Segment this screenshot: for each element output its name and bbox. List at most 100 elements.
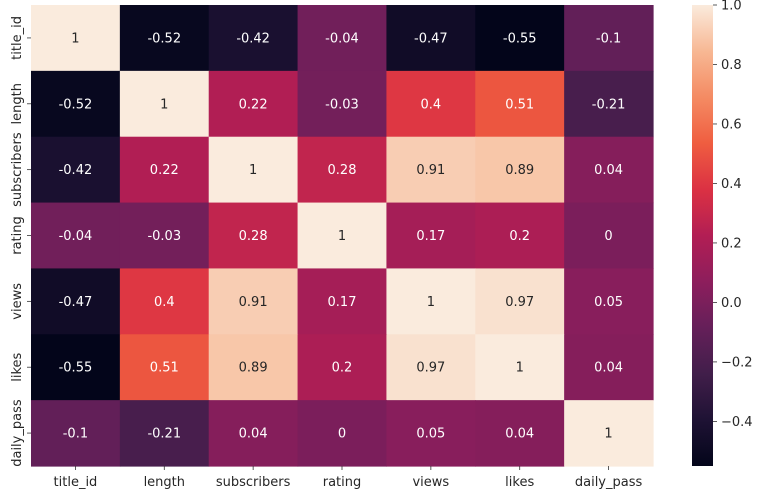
cell-value-label: 0.91 (239, 295, 268, 310)
cell-value-label: 0.04 (594, 361, 623, 376)
x-tick-label: daily_pass (575, 475, 643, 490)
cell-value-label: 1 (604, 427, 612, 442)
y-tick-label: views (10, 283, 25, 320)
colorbar-tick-label: 0.4 (721, 177, 742, 192)
cell-value-label: -0.03 (325, 97, 359, 112)
heatmap-cell (208, 5, 299, 72)
heatmap-cell (386, 136, 476, 204)
heatmap-cell (119, 400, 210, 467)
heatmap-cell (31, 334, 121, 401)
heatmap-cell (297, 70, 388, 138)
heatmap-cell (119, 202, 210, 270)
heatmap-cell (119, 334, 210, 401)
x-tick-label: subscribers (216, 475, 291, 490)
heatmap-cell (564, 400, 654, 467)
cell-value-label: 1 (160, 97, 168, 112)
cell-value-label: 0 (604, 229, 612, 244)
y-tick-label: title_id (10, 16, 25, 60)
x-tick-label: title_id (54, 475, 98, 490)
cell-value-label: 0.05 (416, 427, 445, 442)
heatmap-cell (297, 202, 388, 270)
colorbar-tick-label: 0.0 (721, 296, 742, 311)
cell-value-label: 0.51 (505, 97, 534, 112)
colorbar-tick-label: −0.2 (721, 355, 753, 370)
cell-value-label: -0.1 (596, 31, 621, 46)
colorbar-tick-label: 0.6 (721, 117, 742, 132)
heatmap-cell (208, 136, 299, 204)
heatmap-cell (475, 400, 565, 467)
heatmap-cell (386, 400, 476, 467)
cell-value-label: 0.04 (239, 427, 268, 442)
colorbar-tick-label: 0.2 (721, 236, 742, 251)
heatmap-cell (297, 334, 388, 401)
cell-value-label: 0.4 (154, 295, 175, 310)
heatmap-cell (386, 268, 476, 335)
heatmap-cell (208, 70, 299, 138)
heatmap-cell (386, 202, 476, 270)
cell-value-label: 0.22 (239, 97, 268, 112)
cell-value-label: 0.28 (239, 229, 268, 244)
x-tick-label: views (412, 475, 449, 490)
cell-value-label: -0.55 (59, 361, 93, 376)
heatmap-cell (297, 400, 388, 467)
heatmap-cell (475, 70, 565, 138)
cell-value-label: 0.97 (416, 361, 445, 376)
heatmap-cell (564, 5, 654, 72)
heatmap-cell (31, 136, 121, 204)
y-tick-label: likes (10, 352, 25, 381)
heatmap-cell (119, 136, 210, 204)
heatmap-cell (31, 400, 121, 467)
heatmap-cell (386, 70, 476, 138)
colorbar: −0.4 −0.2 0.0 0.2 0.4 0.6 0.8 1.0 (692, 0, 753, 466)
heatmap-cell (31, 70, 121, 138)
cell-value-label: -0.42 (59, 163, 93, 178)
cell-value-label: 1 (71, 31, 79, 46)
heatmap-cell (208, 268, 299, 335)
cell-value-label: 1 (249, 163, 257, 178)
cell-value-label: -0.47 (59, 295, 93, 310)
cell-value-label: -0.52 (59, 97, 93, 112)
x-tick-label: rating (323, 475, 362, 490)
heatmap-cell (208, 202, 299, 270)
heatmap-cell (31, 5, 121, 72)
cell-value-label: -0.42 (236, 31, 270, 46)
cell-value-label: 0.91 (416, 163, 445, 178)
cell-value-label: 1 (427, 295, 435, 310)
heatmap-cells: 1 -0.52 -0.42 -0.04 -0.47 -0.55 -0.1 -0.52 1 0.22… (31, 5, 654, 467)
y-tick-label: length (10, 83, 25, 124)
cell-value-label: 0.22 (150, 163, 179, 178)
cell-value-label: -0.04 (325, 31, 359, 46)
y-tick-label: daily_pass (10, 399, 25, 467)
cell-value-label: -0.47 (414, 31, 448, 46)
heatmap-cell (564, 136, 654, 204)
cell-value-label: 0.97 (505, 295, 534, 310)
x-tick-label: length (144, 475, 185, 490)
heatmap-cell (475, 202, 565, 270)
cell-value-label: 0.2 (509, 229, 530, 244)
heatmap-cell (297, 136, 388, 204)
heatmap-cell (119, 268, 210, 335)
heatmap-cell (119, 70, 210, 138)
x-axis: title_id length subscribers rating views like… (54, 465, 643, 490)
cell-value-label: 0.89 (239, 361, 268, 376)
cell-value-label: -0.1 (63, 427, 88, 442)
cell-value-label: -0.55 (503, 31, 537, 46)
cell-value-label: -0.04 (59, 229, 93, 244)
cell-value-label: 0.05 (594, 295, 623, 310)
cell-value-label: 0.51 (150, 361, 179, 376)
heatmap-cell (564, 334, 654, 401)
cell-value-label: -0.21 (147, 427, 181, 442)
heatmap-cell (475, 5, 565, 72)
cell-value-label: 0 (338, 427, 346, 442)
heatmap-cell (386, 334, 476, 401)
cell-value-label: 0.4 (421, 97, 442, 112)
heatmap-cell (475, 136, 565, 204)
heatmap-cell (386, 5, 476, 72)
cell-value-label: -0.21 (592, 97, 626, 112)
y-tick-label: rating (10, 216, 25, 255)
y-tick-label: subscribers (10, 132, 25, 207)
colorbar-gradient (692, 5, 713, 466)
cell-value-label: 0.17 (416, 229, 445, 244)
cell-value-label: 0.89 (505, 163, 534, 178)
